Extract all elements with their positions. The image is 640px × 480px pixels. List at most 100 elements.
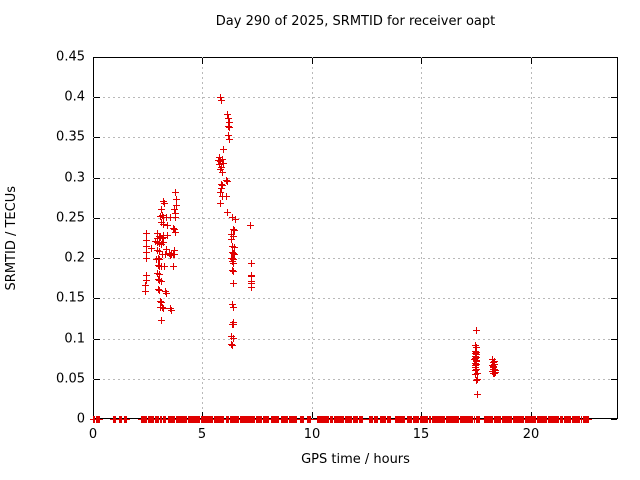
data-point-marker: [472, 355, 479, 362]
data-point-marker: [162, 251, 169, 258]
data-point-marker: [167, 214, 174, 221]
data-point-marker: [228, 236, 235, 243]
x-tick-mark: [312, 58, 313, 64]
y-tick-mark: [94, 339, 100, 340]
data-point-marker: [492, 367, 499, 374]
data-point-marker: [156, 240, 163, 247]
data-point-marker: [230, 280, 237, 287]
data-point-marker: [491, 370, 498, 377]
baseline-marker: [96, 416, 103, 423]
data-point-marker: [166, 250, 173, 257]
data-point-marker: [489, 362, 496, 369]
data-point-marker: [217, 166, 224, 173]
data-point-marker: [172, 229, 179, 236]
data-point-marker: [226, 124, 233, 131]
y-tick-mark: [94, 97, 100, 98]
data-point-marker: [156, 287, 163, 294]
data-point-marker: [167, 252, 174, 259]
data-point-marker: [230, 268, 237, 275]
data-point-marker: [230, 233, 237, 240]
y-tick-mark: [611, 339, 617, 340]
data-point-marker: [472, 367, 479, 374]
data-point-marker: [168, 307, 175, 314]
data-point-marker: [219, 182, 226, 189]
data-point-marker: [160, 198, 167, 205]
data-point-marker: [170, 263, 177, 270]
data-point-marker: [225, 132, 232, 139]
data-point-marker: [152, 238, 159, 245]
data-point-marker: [173, 196, 180, 203]
y-tick-mark: [94, 379, 100, 380]
data-point-marker: [171, 247, 178, 254]
data-point-marker: [156, 277, 163, 284]
data-point-marker: [163, 290, 170, 297]
data-point-marker: [229, 249, 236, 256]
data-point-marker: [474, 376, 481, 383]
data-point-marker: [224, 178, 231, 185]
data-point-marker: [219, 156, 226, 163]
data-point-marker: [219, 169, 226, 176]
data-point-marker: [155, 262, 162, 269]
data-point-marker: [230, 226, 237, 233]
x-tick-mark: [202, 412, 203, 418]
data-point-marker: [173, 202, 180, 209]
x-tick-mark: [531, 58, 532, 64]
data-point-marker: [248, 280, 255, 287]
plot-area: [93, 57, 618, 419]
h-gridline: [93, 298, 618, 299]
data-point-marker: [473, 327, 480, 334]
data-point-marker: [216, 161, 223, 168]
data-point-marker: [231, 227, 238, 234]
data-point-marker: [161, 200, 168, 207]
data-point-marker: [159, 212, 166, 219]
h-gridline: [93, 258, 618, 259]
data-point-marker: [156, 233, 163, 240]
data-point-marker: [163, 214, 170, 221]
y-tick-mark: [94, 57, 100, 58]
y-tick-mark: [611, 178, 617, 179]
y-tick-label: 0.35: [56, 129, 85, 145]
h-gridline: [93, 339, 618, 340]
data-point-marker: [472, 371, 479, 378]
data-point-marker: [473, 377, 480, 384]
data-point-marker: [172, 210, 179, 217]
y-tick-label: 0.1: [64, 331, 85, 347]
data-point-marker: [230, 256, 237, 263]
h-gridline: [93, 178, 618, 179]
x-tick-label: 5: [197, 427, 207, 442]
data-point-marker: [154, 239, 161, 246]
data-point-marker: [160, 221, 167, 228]
data-point-marker: [473, 361, 480, 368]
data-point-marker: [159, 304, 166, 311]
data-point-marker: [229, 258, 236, 265]
data-point-marker: [143, 249, 150, 256]
y-tick-mark: [611, 218, 617, 219]
data-point-marker: [230, 335, 237, 342]
data-point-marker: [474, 391, 481, 398]
y-tick-label: 0.3: [64, 170, 85, 186]
data-point-marker: [143, 272, 150, 279]
v-gridline: [312, 57, 313, 419]
y-tick-label: 0.45: [56, 49, 85, 65]
data-point-marker: [143, 243, 150, 250]
data-point-marker: [162, 288, 169, 295]
data-point-marker: [473, 344, 480, 351]
y-axis-title-wrap: SRMTID / TECUs: [4, 57, 19, 419]
data-point-marker: [155, 286, 162, 293]
data-point-marker: [218, 181, 225, 188]
data-point-marker: [172, 214, 179, 221]
data-point-marker: [217, 189, 224, 196]
h-gridline: [93, 379, 618, 380]
data-point-marker: [226, 119, 233, 126]
y-tick-mark: [94, 258, 100, 259]
x-tick-mark: [202, 58, 203, 64]
data-point-marker: [155, 276, 162, 283]
y-tick-label: 0.4: [64, 89, 85, 105]
data-point-marker: [217, 94, 224, 101]
data-point-marker: [143, 237, 150, 244]
data-point-marker: [229, 243, 236, 250]
data-point-marker: [171, 251, 178, 258]
data-point-marker: [474, 370, 481, 377]
chart-title: Day 290 of 2025, SRMTID for receiver oap…: [215, 14, 496, 29]
baseline-marker: [300, 416, 307, 423]
